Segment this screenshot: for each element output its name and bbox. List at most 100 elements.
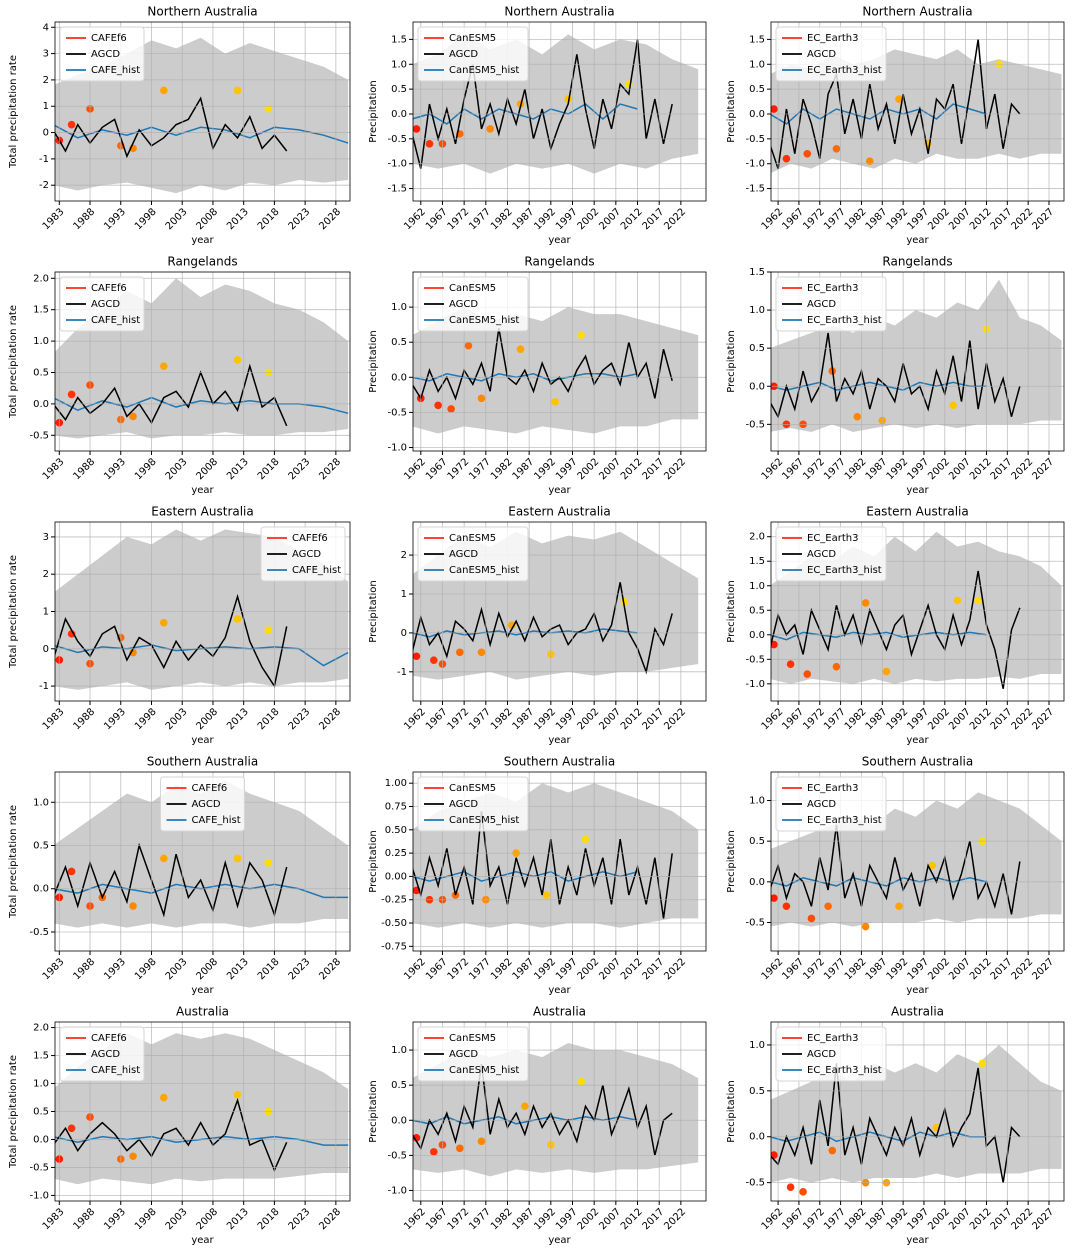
series-line [413, 811, 673, 919]
y-tick-label: 0.50 [385, 825, 407, 836]
legend-box [59, 276, 145, 332]
forecast-point [799, 1188, 807, 1196]
forecast-point [782, 902, 791, 911]
legend-label: CanESM5_hist [449, 815, 519, 826]
x-tick-label: 2023 [287, 956, 313, 982]
x-tick-label: 2008 [194, 456, 220, 482]
legend: CanESM5 AGCD CanESM5_hist [417, 1026, 529, 1082]
legend-label: AGCD [449, 549, 478, 560]
x-tick-label: 2028 [317, 706, 343, 732]
x-tick-label: 2027 [1030, 956, 1056, 982]
forecast-point [464, 341, 473, 350]
x-tick-label: 2002 [576, 706, 602, 732]
legend-label: CanESM5_hist [449, 565, 519, 576]
forecast-point [233, 356, 242, 364]
x-tick-label: 1997 [905, 456, 931, 482]
y-tick-label: 2 [43, 75, 49, 86]
subplot-title: Northern Australia [504, 5, 614, 19]
y-axis-label: Precipitation [726, 580, 737, 643]
y-tick-label: 0.0 [749, 381, 765, 392]
series-line [771, 1063, 1021, 1183]
x-tick-label: 1962 [402, 1206, 428, 1232]
x-tick-label: 2018 [256, 456, 282, 482]
subplot: -1.5 -1.0 -0.5 0.0 0.5 1.0 1.5 1962196719721977… [368, 5, 707, 246]
forecast-point [486, 125, 494, 133]
subplot-title: Southern Australia [147, 755, 258, 769]
forecast-point [456, 1144, 464, 1153]
axes-frame [412, 271, 707, 452]
y-tick-label: 0 [401, 628, 407, 639]
y-tick-label: -1.0 [745, 159, 765, 170]
subplot: -1.0-0.50.00.51.01.52.019621967197219771… [726, 505, 1065, 746]
legend-label: AGCD [449, 799, 478, 810]
subplot: -0.5 0.0 0.5 1.0 1.5 196219671972197719821987… [726, 255, 1065, 496]
x-tick-label: 1997 [905, 956, 931, 982]
legend-label: AGCD [449, 299, 478, 310]
legend-label: CanESM5 [449, 283, 496, 294]
x-tick-label: 1987 [864, 206, 890, 232]
legend: CanESM5 AGCD CanESM5_hist [417, 776, 529, 832]
x-tick-label: 2002 [926, 1206, 952, 1232]
legend-label: CanESM5 [449, 33, 496, 44]
x-tick-label: 1987 [864, 956, 890, 982]
series-line [55, 593, 288, 689]
y-tick-label: -0.50 [381, 918, 407, 929]
legend-label: EC_Earth3_hist [807, 65, 882, 76]
axes-frame [770, 1021, 1065, 1202]
legend: CAFEf6 AGCD CAFE_hist [59, 276, 145, 332]
x-tick-label: 1977 [467, 206, 493, 232]
y-tick-label: -1 [39, 681, 49, 692]
legend-box [775, 1026, 887, 1082]
x-tick-label: 2017 [989, 456, 1015, 482]
y-tick-label: -1.0 [387, 1185, 407, 1196]
x-tick-label: 1988 [71, 456, 97, 482]
x-tick-label: 1982 [843, 1206, 869, 1232]
x-tick-label: 1977 [467, 706, 493, 732]
legend-label: EC_Earth3 [807, 283, 858, 294]
legend-label: AGCD [91, 49, 120, 60]
x-tick-label: 1998 [133, 706, 159, 732]
x-tick-label: 2002 [576, 456, 602, 482]
legend: CanESM5 AGCD CanESM5_hist [417, 276, 529, 332]
forecast-point [129, 1152, 137, 1161]
y-tick-label: 3 [43, 49, 49, 60]
x-tick-label: 1967 [780, 206, 806, 232]
x-tick-label: 2023 [287, 456, 313, 482]
x-tick-label: 2017 [989, 1206, 1015, 1232]
axes-frame [54, 521, 351, 702]
y-axis-label: Precipitation [726, 330, 737, 393]
x-tick-label: 1993 [102, 456, 128, 482]
x-tick-label: 1962 [760, 206, 786, 232]
y-axis-label: Precipitation [368, 580, 379, 643]
y-tick-label: 1.0 [391, 59, 407, 70]
x-tick-label: 2008 [194, 706, 220, 732]
x-tick-label: 1982 [489, 1206, 515, 1232]
y-tick-label: 1.0 [749, 581, 765, 592]
x-tick-label: 2013 [225, 956, 251, 982]
forecast-point [67, 630, 76, 638]
x-tick-label: 1997 [905, 706, 931, 732]
x-tick-label: 1977 [822, 206, 848, 232]
y-tick-label: 1.0 [749, 1040, 765, 1051]
y-axis-label: Total precipitation rate [8, 805, 19, 919]
y-axis-label: Precipitation [368, 330, 379, 393]
y-tick-label: 1.5 [749, 34, 765, 45]
x-tick-label: 1972 [446, 206, 472, 232]
series-line [771, 824, 1021, 915]
x-tick-label: 1977 [822, 456, 848, 482]
subplot-title: Australia [176, 1005, 229, 1019]
series-line [413, 1115, 638, 1125]
forecast-point [159, 618, 168, 627]
x-tick-label: 2003 [164, 706, 190, 732]
x-tick-label: 1972 [801, 456, 827, 482]
y-tick-label: -0.5 [745, 654, 765, 665]
forecast-point [233, 86, 242, 95]
x-tick-label: 1998 [133, 1206, 159, 1232]
forecast-point [577, 331, 585, 339]
x-tick-label: 1992 [885, 956, 911, 982]
legend-label: CAFE_hist [91, 1065, 140, 1076]
x-axis-label: year [906, 1235, 929, 1246]
